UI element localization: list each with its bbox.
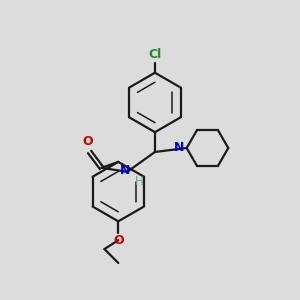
Text: N: N <box>174 140 185 154</box>
Text: H: H <box>135 175 144 188</box>
Text: O: O <box>82 135 93 148</box>
Text: O: O <box>113 234 124 247</box>
Text: Cl: Cl <box>148 48 162 61</box>
Text: N: N <box>120 164 130 177</box>
